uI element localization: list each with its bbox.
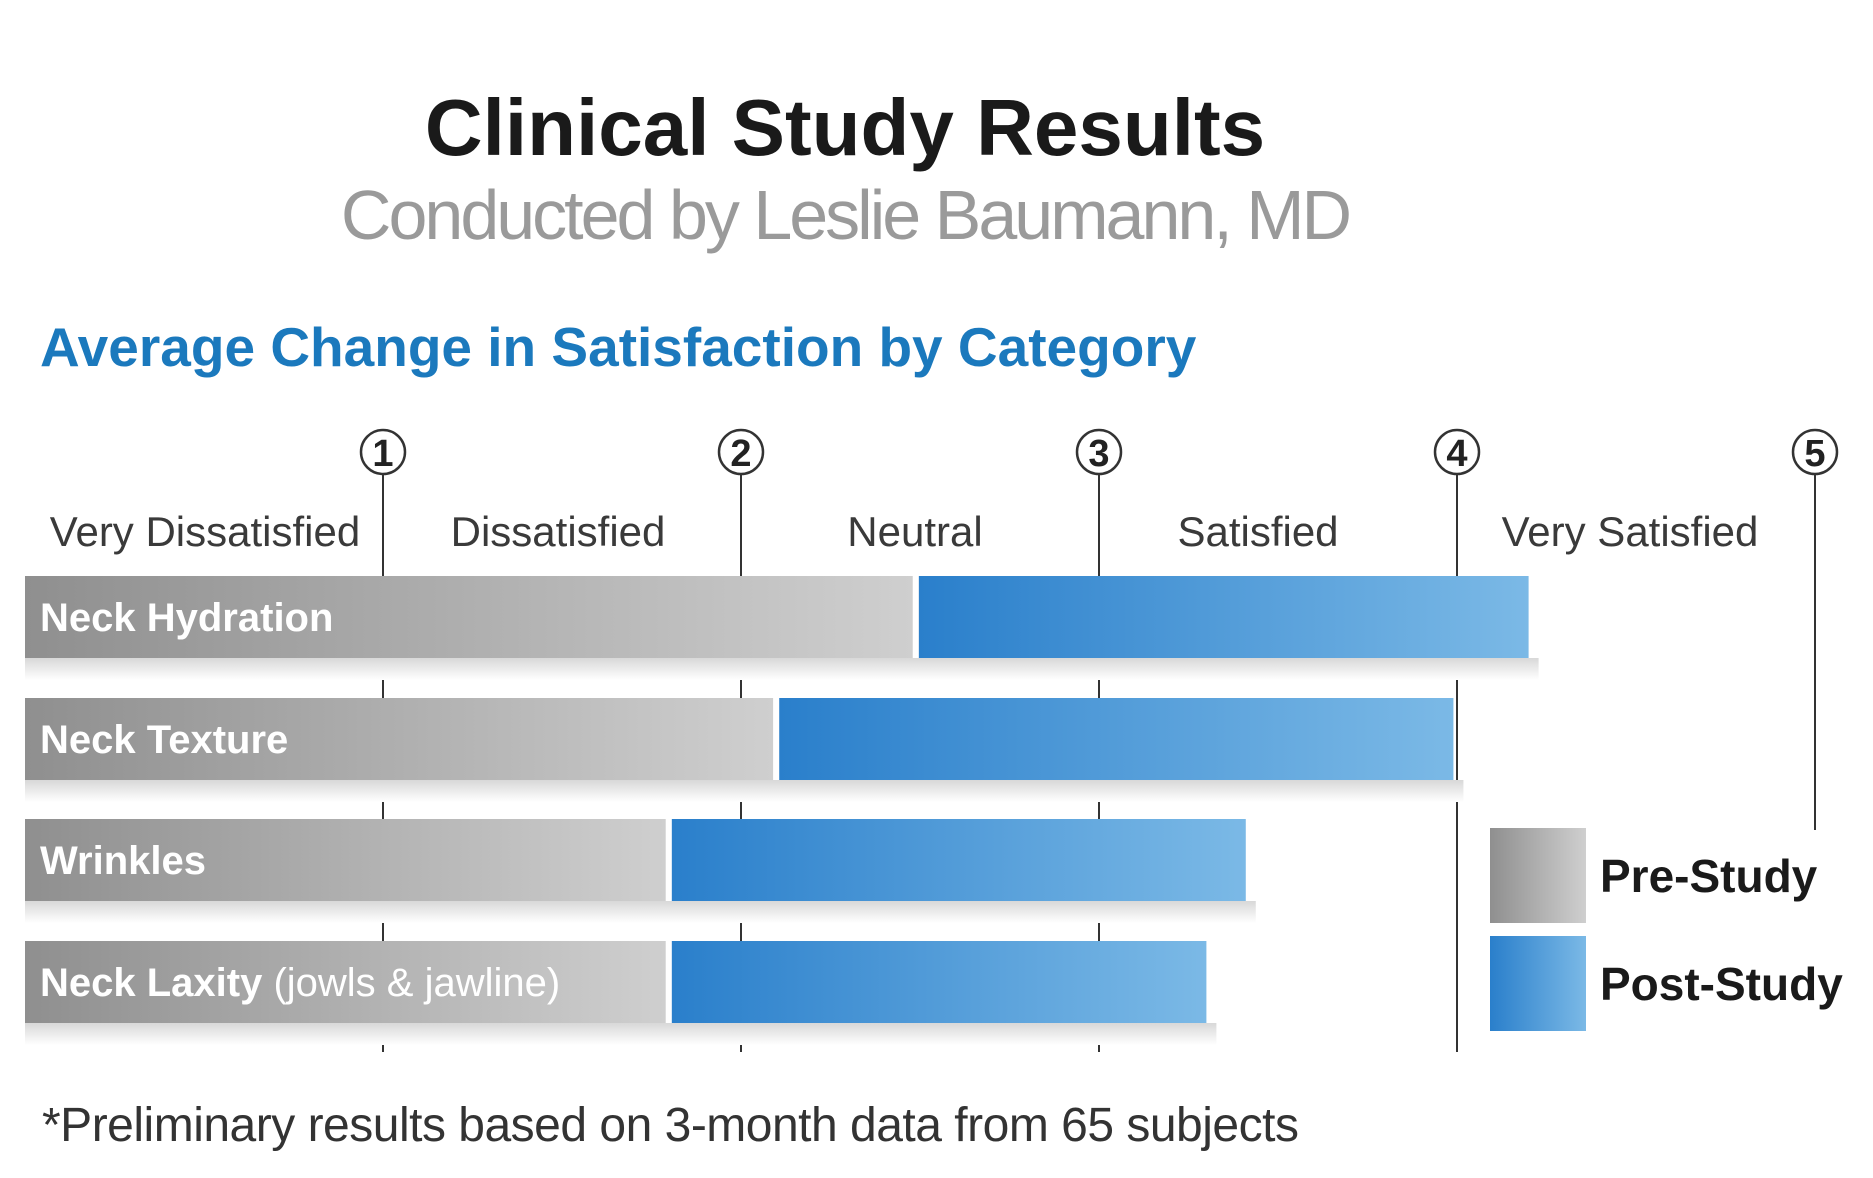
bar-pre-1 xyxy=(25,576,913,658)
tick-label-3: 3 xyxy=(1088,433,1109,475)
legend-label-pre: Pre-Study xyxy=(1600,850,1818,902)
category-label-1: Neck Hydration xyxy=(40,596,333,640)
legend-swatch-pre xyxy=(1490,828,1586,923)
bar-shadow-1 xyxy=(25,658,1539,680)
category-label-suffix: (jowls & jawline) xyxy=(262,961,560,1005)
tick-circle-1 xyxy=(359,428,407,476)
tick-markers: 1 2 3 4 5 xyxy=(359,428,1839,476)
scale-label-4: Satisfied xyxy=(1177,508,1338,555)
tick-label-2: 2 xyxy=(730,433,751,475)
chart-heading: Average Change in Satisfaction by Catego… xyxy=(40,316,1197,378)
legend: Pre-Study Post-Study xyxy=(1490,828,1843,1031)
scale-label-5: Very Satisfied xyxy=(1502,508,1759,555)
tick-circle-5 xyxy=(1791,428,1839,476)
bar-shadow-3 xyxy=(25,901,1256,923)
chart-title: Clinical Study Results xyxy=(424,83,1266,172)
bar-post-4 xyxy=(671,941,1207,1023)
tick-label-5: 5 xyxy=(1804,433,1825,475)
tick-label-4: 4 xyxy=(1446,433,1467,475)
tick-label-1: 1 xyxy=(372,433,393,475)
scale-labels: Very Dissatisfied Dissatisfied Neutral Sati… xyxy=(50,508,1759,555)
bar-shadow-4 xyxy=(25,1023,1217,1045)
bar-pre-3 xyxy=(25,819,666,901)
footnote: *Preliminary results based on 3-month da… xyxy=(42,1099,1299,1152)
bar-shadow-2 xyxy=(25,780,1464,802)
bar-post-1 xyxy=(918,576,1529,658)
bar-divider-1 xyxy=(912,576,919,658)
category-label-4: Neck Laxity (jowls & jawline) xyxy=(40,961,560,1005)
chart-subtitle: Conducted by Leslie Baumann, MD xyxy=(340,176,1352,254)
bar-post-2 xyxy=(779,698,1454,780)
legend-swatch-post xyxy=(1490,936,1586,1031)
tick-circle-3 xyxy=(1075,428,1123,476)
scale-label-2: Dissatisfied xyxy=(451,508,666,555)
bar-divider-4 xyxy=(665,941,672,1023)
scale-label-1: Very Dissatisfied xyxy=(50,508,360,555)
bar-divider-2 xyxy=(773,698,780,780)
bar-divider-3 xyxy=(665,819,672,901)
legend-label-post: Post-Study xyxy=(1600,958,1843,1010)
bar-post-3 xyxy=(671,819,1246,901)
category-label-3: Wrinkles xyxy=(40,839,206,883)
scale-label-3: Neutral xyxy=(847,508,982,555)
tick-circle-2 xyxy=(717,428,765,476)
bar-pre-4 xyxy=(25,941,666,1023)
bar-pre-2 xyxy=(25,698,774,780)
bars: Neck Hydration Neck Texture Wrinkles Neck L… xyxy=(25,576,1539,1045)
category-label-2: Neck Texture xyxy=(40,718,288,762)
tick-circle-4 xyxy=(1433,428,1481,476)
